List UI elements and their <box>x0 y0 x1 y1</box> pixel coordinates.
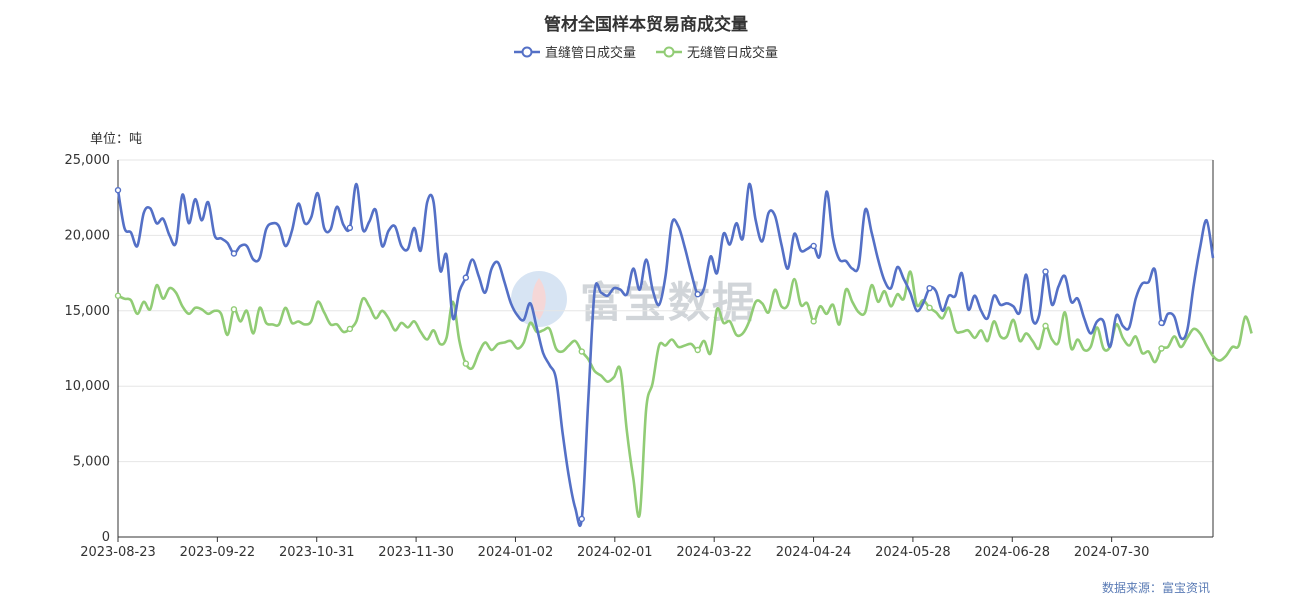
x-tick-label: 2024-04-24 <box>776 545 852 560</box>
legend-swatch-series1 <box>513 46 540 57</box>
watermark: 富宝数据 <box>508 268 756 330</box>
x-tick-label: 2024-05-28 <box>875 545 951 560</box>
data-source[interactable]: 数据来源：富宝资讯 <box>1101 581 1210 595</box>
legend: 直缝管日成交量 无缝管日成交量 <box>0 42 1292 61</box>
series-point-1 <box>810 242 817 250</box>
legend-item-series2[interactable]: 无缝管日成交量 <box>656 42 778 61</box>
y-tick-label: 15,000 <box>65 304 111 319</box>
series-point-2 <box>810 318 817 325</box>
legend-swatch-series2 <box>656 46 682 57</box>
y-tick-label: 20,000 <box>65 228 111 243</box>
series-point-2 <box>346 325 354 333</box>
series-point-2 <box>694 346 701 354</box>
y-tick-label: 5,000 <box>73 455 110 470</box>
x-tick-label: 2023-09-22 <box>180 545 256 560</box>
series-point-1 <box>462 274 470 281</box>
series-point-1 <box>926 284 933 292</box>
series-point-1 <box>1158 319 1165 327</box>
y-tick-label: 25,000 <box>65 153 111 168</box>
x-tick-label: 2023-08-23 <box>80 545 156 560</box>
x-tick-label: 2024-01-02 <box>478 545 554 560</box>
series-point-2 <box>926 304 933 311</box>
x-tick-label: 2023-11-30 <box>378 545 454 560</box>
x-tick-label: 2024-02-01 <box>577 545 653 560</box>
series-point-2 <box>1042 322 1049 330</box>
series-point-1 <box>230 250 238 257</box>
series-point-1 <box>1042 268 1049 275</box>
legend-label-series1: 直缝管日成交量 <box>544 46 636 61</box>
legend-label-series2: 无缝管日成交量 <box>687 46 779 61</box>
series-point-2 <box>462 360 470 367</box>
series-line-2 <box>117 270 1253 519</box>
series-point-2 <box>578 348 585 355</box>
y-tick-label: 0 <box>102 530 110 545</box>
series-point-1 <box>346 224 354 232</box>
unit-label: 单位：吨 <box>90 132 143 147</box>
series-point-1 <box>578 515 585 523</box>
series-line-1 <box>116 182 1215 528</box>
series-point-1 <box>114 186 122 194</box>
y-tick-label: 10,000 <box>65 379 111 394</box>
x-tick-label: 2023-10-31 <box>279 545 355 560</box>
series-point-1 <box>694 291 701 298</box>
x-tick-label: 2024-03-22 <box>676 545 752 560</box>
x-tick-label: 2024-06-28 <box>974 545 1050 560</box>
watermark-text: 富宝数据 <box>580 277 757 327</box>
chart-title: 管材全国样本贸易商成交量 <box>544 15 748 35</box>
series-point-2 <box>1158 345 1165 352</box>
x-tick-label: 2024-07-30 <box>1074 545 1150 560</box>
series-point-2 <box>114 292 122 299</box>
legend-item-series1[interactable]: 直缝管日成交量 <box>513 42 636 61</box>
series-point-2 <box>230 306 238 313</box>
